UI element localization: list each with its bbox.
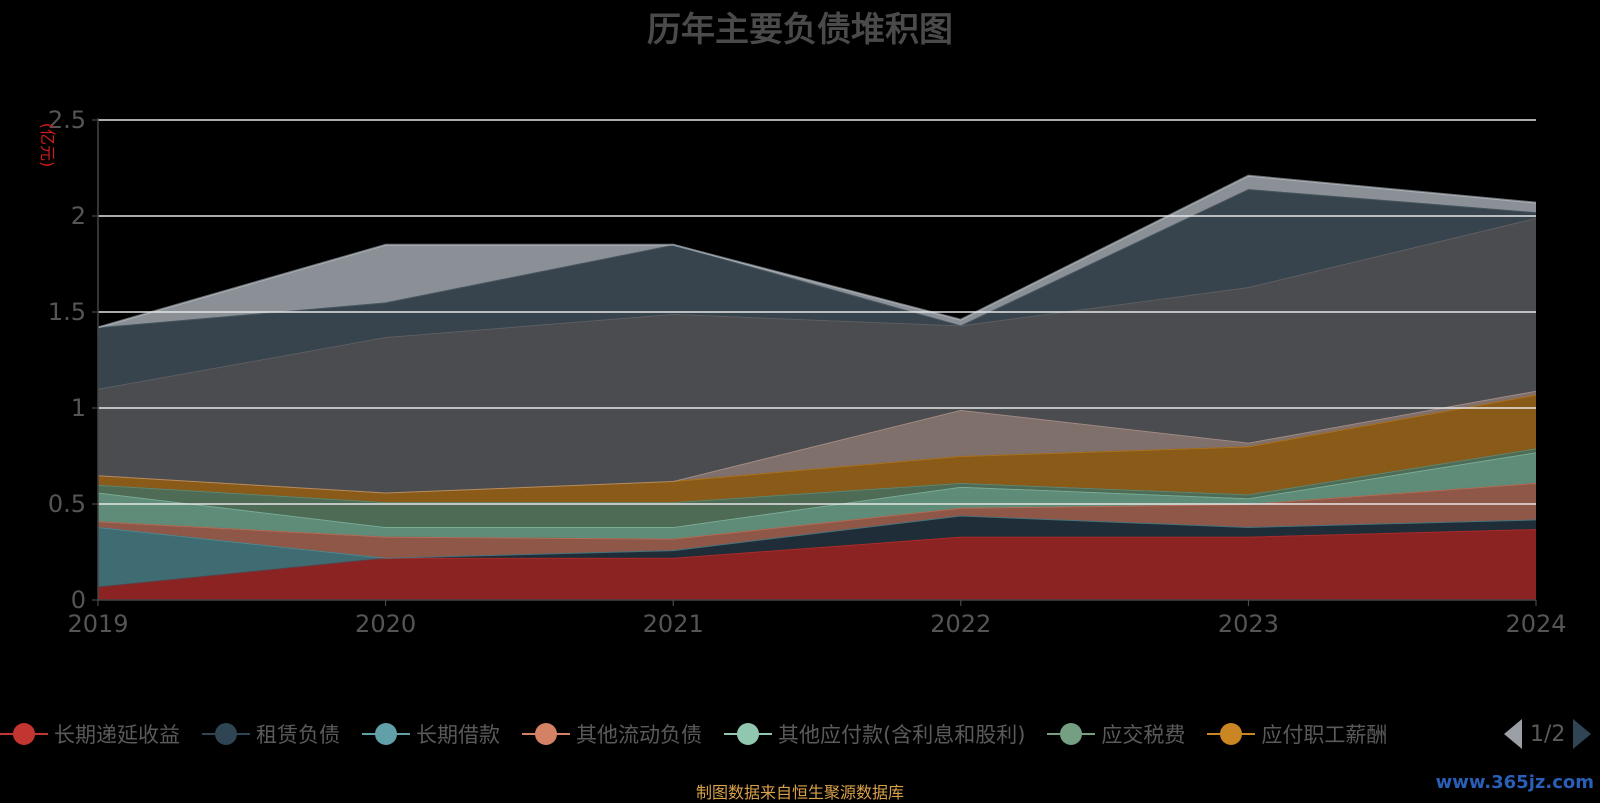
area-series-2	[98, 515, 1536, 587]
y-tick-label: 0.5	[48, 490, 86, 518]
area-series-6	[98, 448, 1536, 527]
y-axis-unit-label: (亿元)	[38, 123, 57, 168]
legend-marker-icon	[1047, 714, 1096, 754]
watermark: www.365jz.com	[1435, 772, 1594, 793]
legend-item[interactable]: 其他应付款(含利息和股利)	[724, 714, 1025, 754]
legend-next-icon[interactable]	[1573, 719, 1592, 749]
legend-marker-icon	[522, 714, 570, 754]
area-line-4	[97, 481, 1537, 540]
area-line-8	[97, 389, 1537, 494]
area-layers	[97, 174, 1537, 600]
x-tick-label: 2022	[930, 610, 991, 638]
x-tick-label: 2021	[643, 610, 704, 638]
legend-label: 应交税费	[1101, 723, 1186, 747]
chart-title: 历年主要负债堆积图	[647, 10, 953, 50]
legend-item[interactable]: 长期递延收益	[0, 714, 180, 754]
area-series-5	[98, 452, 1536, 539]
axis-labels: 0 0.5 1 1.5 2 2.5 2019 2020 2021 2022 2023 2024	[48, 106, 1567, 638]
data-source-note: 制图数据来自恒生聚源数据库	[695, 783, 904, 802]
legend-marker-icon	[362, 714, 410, 754]
y-tick-label: 1.5	[48, 298, 86, 326]
x-tick-label: 2023	[1218, 610, 1279, 638]
legend-prev-icon[interactable]	[1504, 719, 1522, 749]
legend-label: 长期借款	[416, 723, 500, 747]
axes	[97, 118, 1537, 606]
legend-page-indicator: 1/2	[1530, 721, 1566, 747]
legend-marker-icon	[1207, 714, 1256, 754]
y-tick-label: 2	[71, 202, 86, 230]
y-tick-label: 1	[71, 394, 86, 422]
x-tick-label: 2020	[355, 610, 416, 638]
legend-label: 其他流动负债	[576, 723, 702, 747]
area-line-11	[97, 174, 1537, 329]
legend-marker-icon	[724, 714, 772, 754]
x-tick-label: 2019	[67, 610, 128, 638]
legend-pager: 1/2	[1498, 714, 1600, 754]
gridlines	[92, 119, 1536, 601]
y-tick-label: 0	[71, 586, 86, 614]
legend-item[interactable]: 长期借款	[362, 714, 500, 754]
y-tick-label: 2.5	[48, 106, 86, 134]
area-series-4	[98, 482, 1536, 558]
legend-label: 租赁负债	[256, 723, 340, 747]
legend-label: 长期递延收益	[54, 723, 180, 747]
x-tick-label: 2024	[1505, 610, 1566, 638]
legend: 长期递延收益 租赁负债 长期借款 其他流动负债 其他应付款(含利息和股利) 应交税费 应付职…	[0, 714, 1496, 754]
area-series-7	[98, 394, 1536, 503]
legend-label: 其他应付款(含利息和股利)	[778, 723, 1026, 747]
legend-item[interactable]: 应交税费	[1047, 714, 1185, 754]
area-series-9	[98, 217, 1536, 493]
legend-item[interactable]: 应付职工薪酬	[1207, 714, 1387, 754]
area-series-10	[98, 189, 1536, 389]
legend-marker-icon	[202, 714, 250, 754]
legend-marker-icon	[0, 714, 48, 754]
legend-label: 应付职工薪酬	[1261, 723, 1388, 747]
area-series-11	[98, 175, 1536, 328]
legend-item[interactable]: 其他流动负债	[522, 714, 702, 754]
area-series-1	[98, 529, 1536, 600]
legend-item[interactable]: 租赁负债	[202, 714, 340, 754]
